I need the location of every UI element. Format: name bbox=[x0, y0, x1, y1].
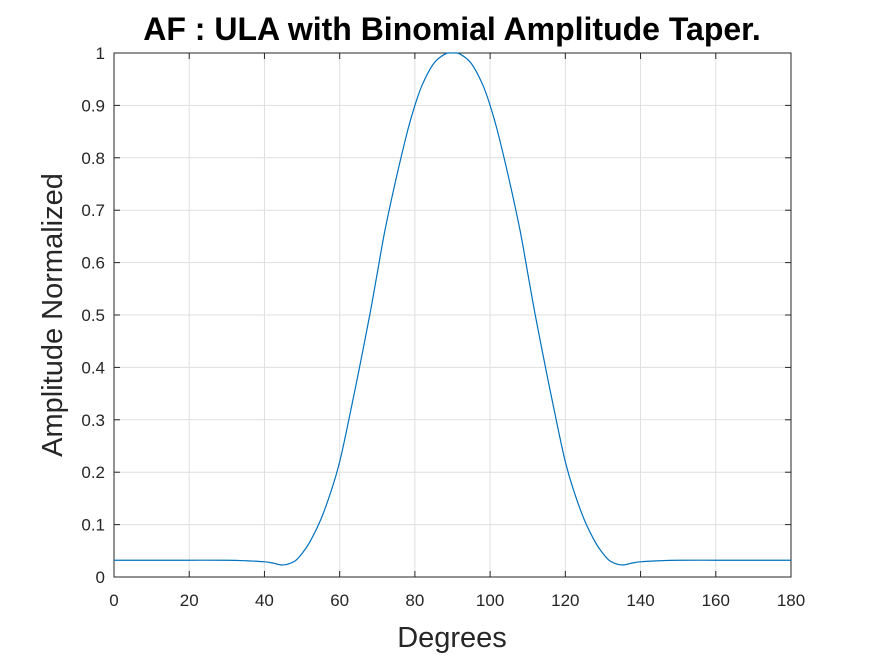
x-tick-label: 20 bbox=[180, 591, 199, 610]
chart-title: AF : ULA with Binomial Amplitude Taper. bbox=[143, 11, 760, 47]
grid-layer bbox=[113, 52, 792, 578]
y-tick-label: 0.7 bbox=[81, 201, 105, 220]
x-tick-label: 100 bbox=[476, 591, 504, 610]
y-tick-label: 0.2 bbox=[81, 463, 105, 482]
y-tick-label: 1 bbox=[96, 44, 105, 63]
x-tick-label: 180 bbox=[777, 591, 805, 610]
y-tick-label: 0.5 bbox=[81, 306, 105, 325]
x-tick-label: 60 bbox=[330, 591, 349, 610]
y-tick-label: 0.3 bbox=[81, 411, 105, 430]
x-axis-label: Degrees bbox=[397, 622, 507, 654]
x-tick-label: 40 bbox=[255, 591, 274, 610]
y-tick-label: 0.1 bbox=[81, 516, 105, 535]
x-tick-label: 120 bbox=[551, 591, 579, 610]
y-tick-label: 0.4 bbox=[81, 358, 105, 377]
y-tick-label: 0 bbox=[96, 568, 105, 587]
x-tick-label: 140 bbox=[626, 591, 654, 610]
y-tick-label: 0.8 bbox=[81, 149, 105, 168]
y-axis-label: Amplitude Normalized bbox=[37, 173, 69, 457]
y-tick-label: 0.6 bbox=[81, 254, 105, 273]
x-tick-label: 0 bbox=[109, 591, 118, 610]
series-line bbox=[114, 52, 791, 566]
tick-layer: 0 20 40 60 80 100 120 140 160 180 0 0.1 0.2 0.3 0.4 0.5… bbox=[81, 44, 805, 610]
x-tick-label: 160 bbox=[702, 591, 730, 610]
y-tick-label: 0.9 bbox=[81, 96, 105, 115]
x-tick-label: 80 bbox=[405, 591, 424, 610]
